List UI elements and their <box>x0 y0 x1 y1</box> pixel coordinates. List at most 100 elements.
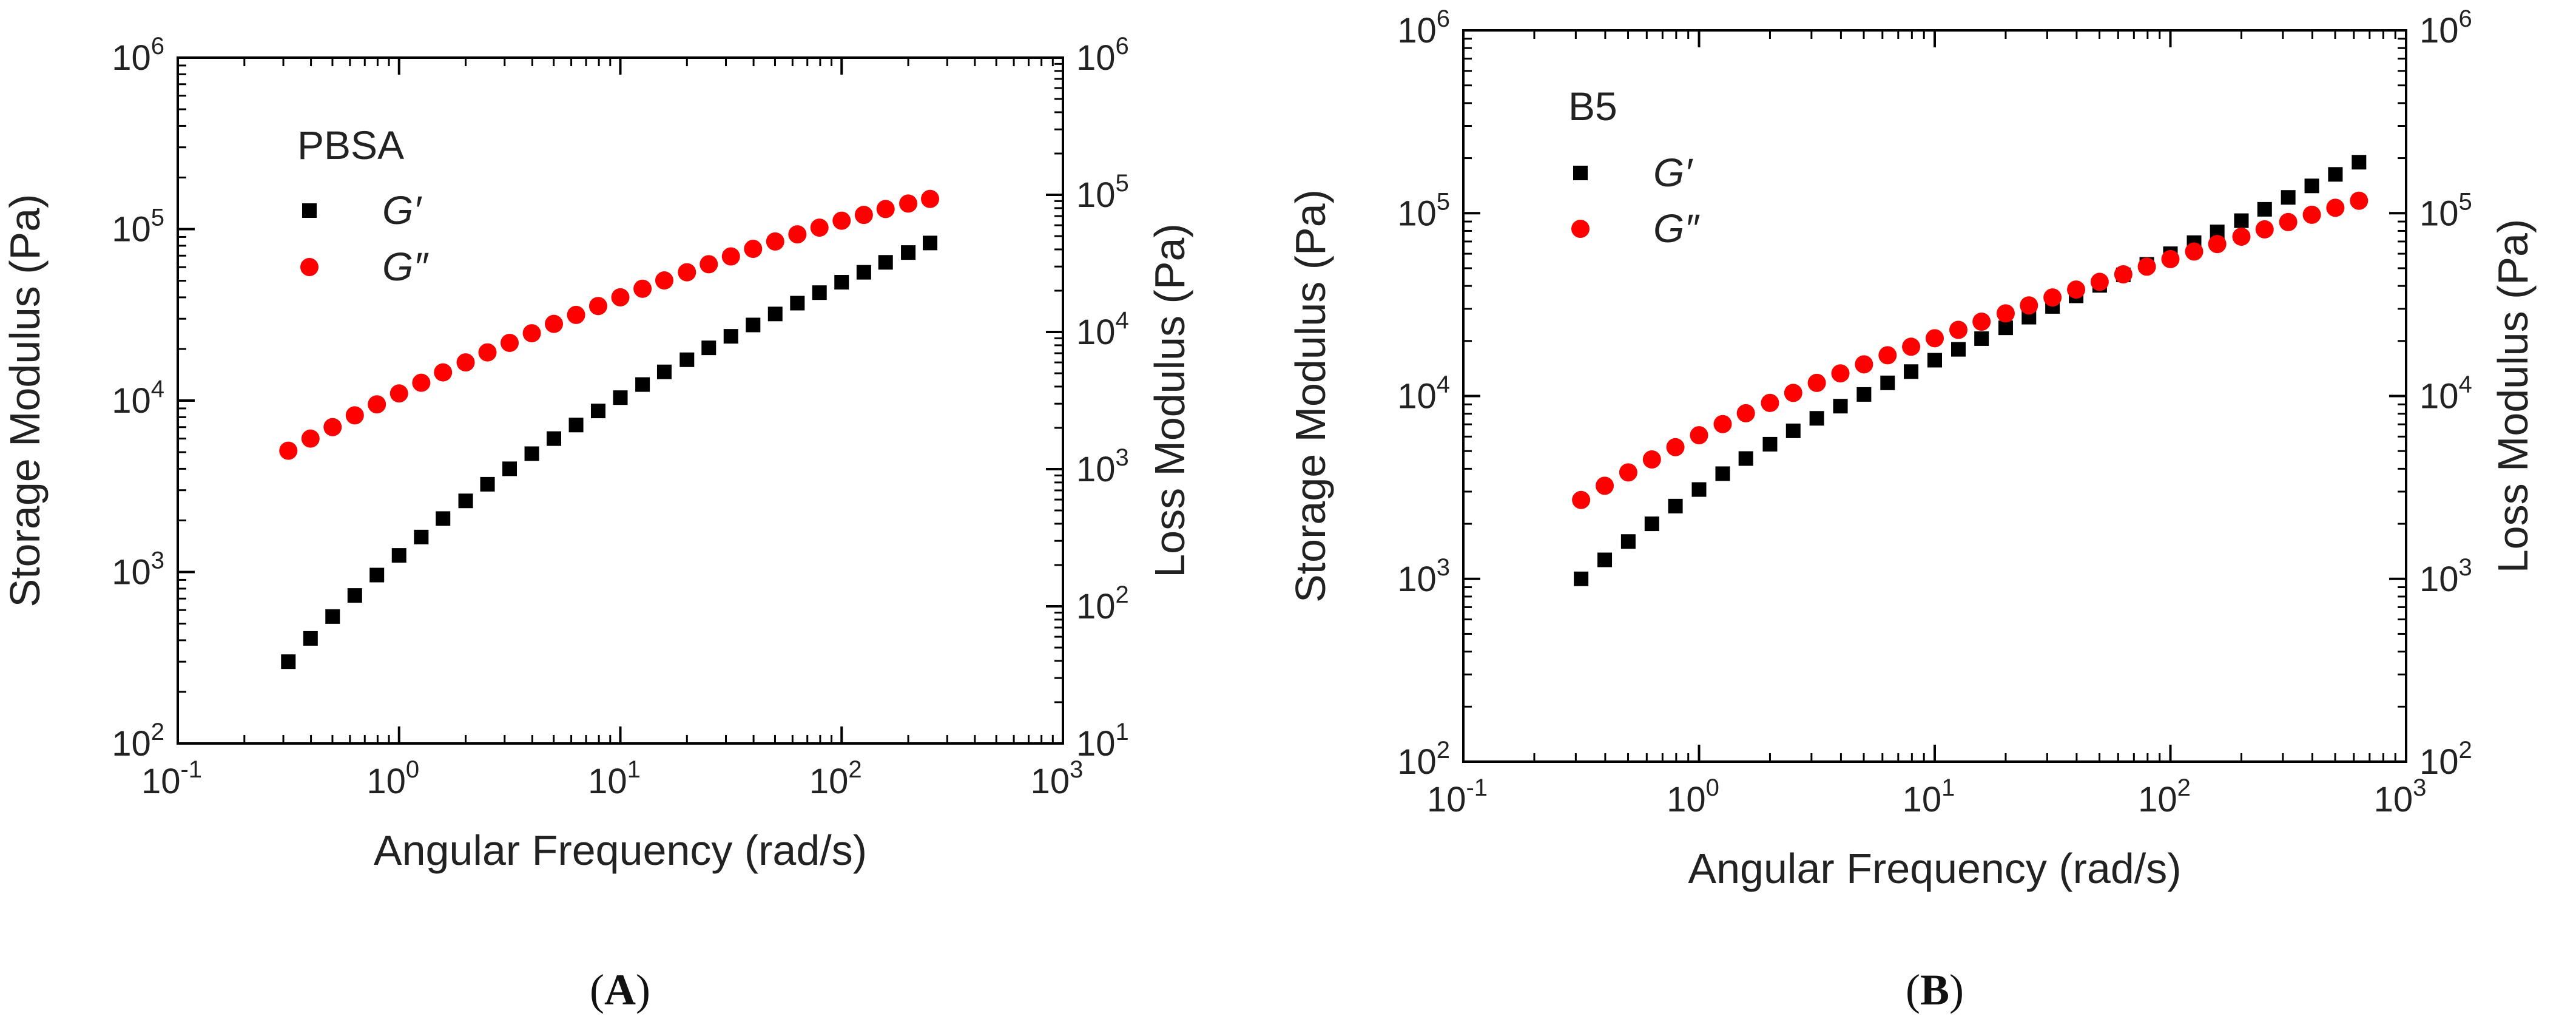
panel-b-g-prime-point <box>2352 155 2367 170</box>
panel-a-g-double-prime-point <box>345 406 364 425</box>
panel-a-g-double-prime-point <box>434 363 453 382</box>
panel-b-y2-axis-label: Loss Modulus (Pa) <box>2489 219 2537 574</box>
panel-b-x-tick-label: 101 <box>1903 774 1955 819</box>
panel-b-g-double-prime-point <box>1831 364 1850 383</box>
panel-a-series-g-prime <box>281 235 938 669</box>
panel-a-series-g-double-prime <box>279 189 940 460</box>
panel-a-y2-tick-base: 10 <box>1076 450 1116 489</box>
panel-b-g-double-prime-point <box>1642 450 1661 469</box>
panel-a-x-tick-exp: 3 <box>1070 756 1083 783</box>
panel-a-y2-axis-label: Loss Modulus (Pa) <box>1146 223 1193 578</box>
panel-a-y-tick-label: 102 <box>112 719 164 763</box>
panel-a-x-axis-label: Angular Frequency (rad/s) <box>374 827 867 874</box>
panel-a-g-double-prime-point <box>854 206 873 225</box>
panel-a-y2-tick-label: 102 <box>1076 581 1129 626</box>
panel-b-x-tick-exp: 1 <box>1941 774 1955 801</box>
panel-a-g-double-prime-point <box>301 429 320 448</box>
panel-a-y-tick-label: 103 <box>112 547 164 592</box>
panel-a-g-double-prime-point <box>899 194 918 213</box>
panel-a-y-tick-base: 10 <box>112 38 151 78</box>
panel-a-y-tick-base: 10 <box>112 553 151 592</box>
panel-b: 10-1 100 101 102 103102103104105106102103104… <box>1287 5 2537 1014</box>
panel-b-g-double-prime-point <box>2208 235 2227 254</box>
panel-b-g-prime-point <box>2234 213 2249 228</box>
panel-b-y2-tick-label: 105 <box>2419 188 2472 233</box>
panel-a-y2-tick-exp: 2 <box>1116 581 1129 608</box>
panel-a-g-double-prime-point <box>478 343 497 362</box>
panel-a-g-prime-point <box>901 245 916 260</box>
panel-a-g-prime-point <box>723 329 738 344</box>
panel-b-g-prime-point <box>1998 320 2013 336</box>
panel-b-g-double-prime-point <box>2020 296 2038 315</box>
panel-a-y2-tick-label: 103 <box>1076 444 1129 489</box>
panel-b-y2-tick-base: 10 <box>2419 377 2459 416</box>
panel-b-g-double-prime-point <box>1926 329 1944 348</box>
panel-b-g-prime-point <box>1809 411 1824 426</box>
panel-a: 10-1 100 101 102 103102103104105106101102103… <box>1 33 1193 1014</box>
panel-a-y2-tick-base: 10 <box>1076 38 1116 78</box>
panel-b-g-prime-point <box>1574 571 1589 586</box>
panel-b-x-tick-base: 10 <box>1903 780 1942 819</box>
panel-b-g-prime-point <box>2304 178 2319 194</box>
panel-b-y-tick-base: 10 <box>1397 742 1437 782</box>
panel-a-label-open: ( <box>590 966 604 1014</box>
panel-a-g-prime-point <box>656 364 672 379</box>
panel-b-x-tick-label: 102 <box>2138 774 2191 819</box>
panel-b-g-double-prime-point <box>1807 373 1826 392</box>
panel-a-g-double-prime-point <box>766 232 784 251</box>
panel-a-g-prime-point <box>635 377 650 392</box>
panel-a-g-double-prime-point <box>810 218 829 237</box>
panel-a-legend-marker-g-prime <box>302 203 317 218</box>
panel-a-g-double-prime-point <box>633 279 652 298</box>
panel-b-g-double-prime-point <box>2114 265 2133 283</box>
panel-a-y-tick-exp: 4 <box>151 376 164 402</box>
panel-b-g-prime-point <box>1785 423 1801 438</box>
panel-b-y2-tick-label: 102 <box>2419 737 2472 782</box>
panel-b-g-double-prime-point <box>2255 220 2274 239</box>
panel-a-g-prime-point <box>613 390 628 405</box>
panel-b-x-tick-base: 10 <box>1427 780 1466 819</box>
panel-b-g-double-prime-point <box>1996 304 2015 323</box>
panel-a-x-tick-label: 100 <box>366 756 419 801</box>
panel-a-g-double-prime-point <box>611 288 630 306</box>
panel-a-g-double-prime-point <box>545 314 564 333</box>
panel-a-g-prime-point <box>369 567 385 583</box>
panel-b-label-close: ) <box>1949 966 1964 1014</box>
panel-a-legend-marker-g-double-prime <box>300 258 319 276</box>
panel-b-series-g-double-prime <box>1572 191 2369 509</box>
panel-b-g-prime-point <box>2257 201 2272 217</box>
panel-b-g-double-prime-point <box>1596 476 1614 495</box>
panel-b-y2-tick-exp: 2 <box>2459 737 2472 763</box>
panel-a-g-prime-point <box>524 446 539 461</box>
panel-a-legend-label-g-double-prime: G″ <box>382 244 429 289</box>
panel-a-y2-tick-label: 101 <box>1076 719 1129 763</box>
panel-b-x-tick-exp: 3 <box>2413 774 2426 801</box>
panel-b-g-double-prime-point <box>2161 249 2180 268</box>
panel-a-x-tick-exp: 1 <box>627 756 641 783</box>
panel-b-g-prime-point <box>2328 167 2343 182</box>
panel-b-g-double-prime-point <box>2043 288 2062 307</box>
panel-b-g-double-prime-point <box>1666 438 1685 456</box>
panel-a-g-prime-point <box>878 255 893 270</box>
panel-a-x-tick-base: 10 <box>588 762 627 801</box>
panel-a-x-tick-base: 10 <box>141 762 181 801</box>
panel-a-y2-tick-label: 105 <box>1076 170 1129 215</box>
panel-b-g-double-prime-point <box>1619 463 1637 482</box>
panel-a-g-double-prime-point <box>389 384 408 403</box>
panel-a-g-prime-point <box>812 285 827 300</box>
panel-b-label: (B) <box>1906 966 1964 1014</box>
panel-b-g-double-prime-point <box>2090 273 2109 291</box>
panel-a-g-double-prime-point <box>678 263 696 282</box>
panel-a-g-prime-point <box>502 461 518 476</box>
panel-b-x-tick-exp: -1 <box>1466 774 1488 801</box>
panel-a-g-prime-point <box>391 548 406 563</box>
panel-a-x-tick-exp: 0 <box>406 756 419 783</box>
panel-b-g-prime-point <box>1880 375 1895 390</box>
panel-b-y2-tick-label: 106 <box>2419 5 2472 50</box>
panel-a-g-prime-point <box>767 306 783 322</box>
panel-a-g-prime-point <box>325 609 340 624</box>
panel-b-g-prime-point <box>1927 353 1942 368</box>
panel-b-g-double-prime-point <box>1713 415 1732 433</box>
panel-a-g-double-prime-point <box>788 225 807 244</box>
